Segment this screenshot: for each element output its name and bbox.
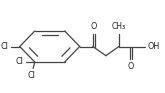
Text: O: O [91, 22, 97, 31]
Text: CH₃: CH₃ [112, 22, 126, 31]
Text: OH: OH [147, 42, 160, 51]
Text: Cl: Cl [28, 71, 36, 80]
Text: Cl: Cl [0, 42, 8, 51]
Text: Cl: Cl [15, 57, 23, 66]
Text: O: O [128, 62, 134, 71]
